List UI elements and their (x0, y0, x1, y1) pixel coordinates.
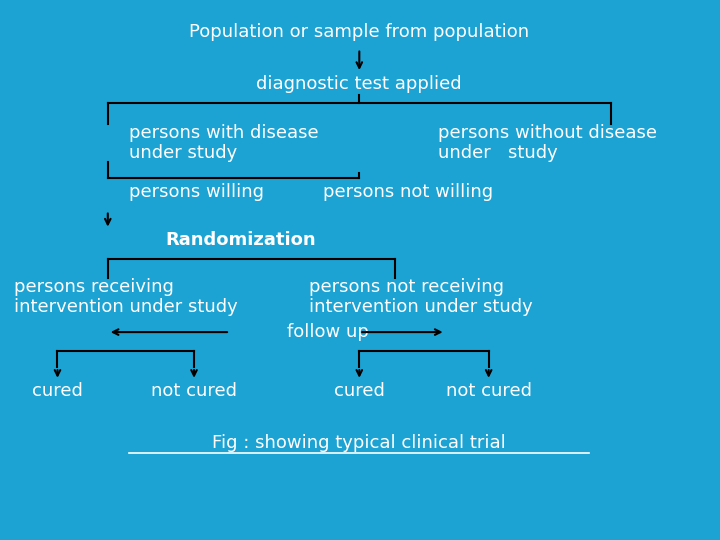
Text: Population or sample from population: Population or sample from population (189, 23, 529, 42)
Text: persons not willing: persons not willing (323, 183, 493, 201)
Text: persons receiving
intervention under study: persons receiving intervention under stu… (14, 278, 238, 316)
Text: not cured: not cured (446, 382, 531, 401)
Text: persons without disease
under   study: persons without disease under study (438, 124, 657, 163)
Text: Fig : showing typical clinical trial: Fig : showing typical clinical trial (212, 434, 506, 452)
Text: not cured: not cured (151, 382, 237, 401)
Text: persons with disease
under study: persons with disease under study (130, 124, 319, 163)
Text: cured: cured (32, 382, 83, 401)
Text: persons not receiving
intervention under study: persons not receiving intervention under… (309, 278, 533, 316)
Text: follow up: follow up (287, 323, 369, 341)
Text: Randomization: Randomization (166, 231, 316, 249)
Text: persons willing: persons willing (130, 183, 264, 201)
Text: diagnostic test applied: diagnostic test applied (256, 75, 462, 93)
Text: cured: cured (334, 382, 384, 401)
